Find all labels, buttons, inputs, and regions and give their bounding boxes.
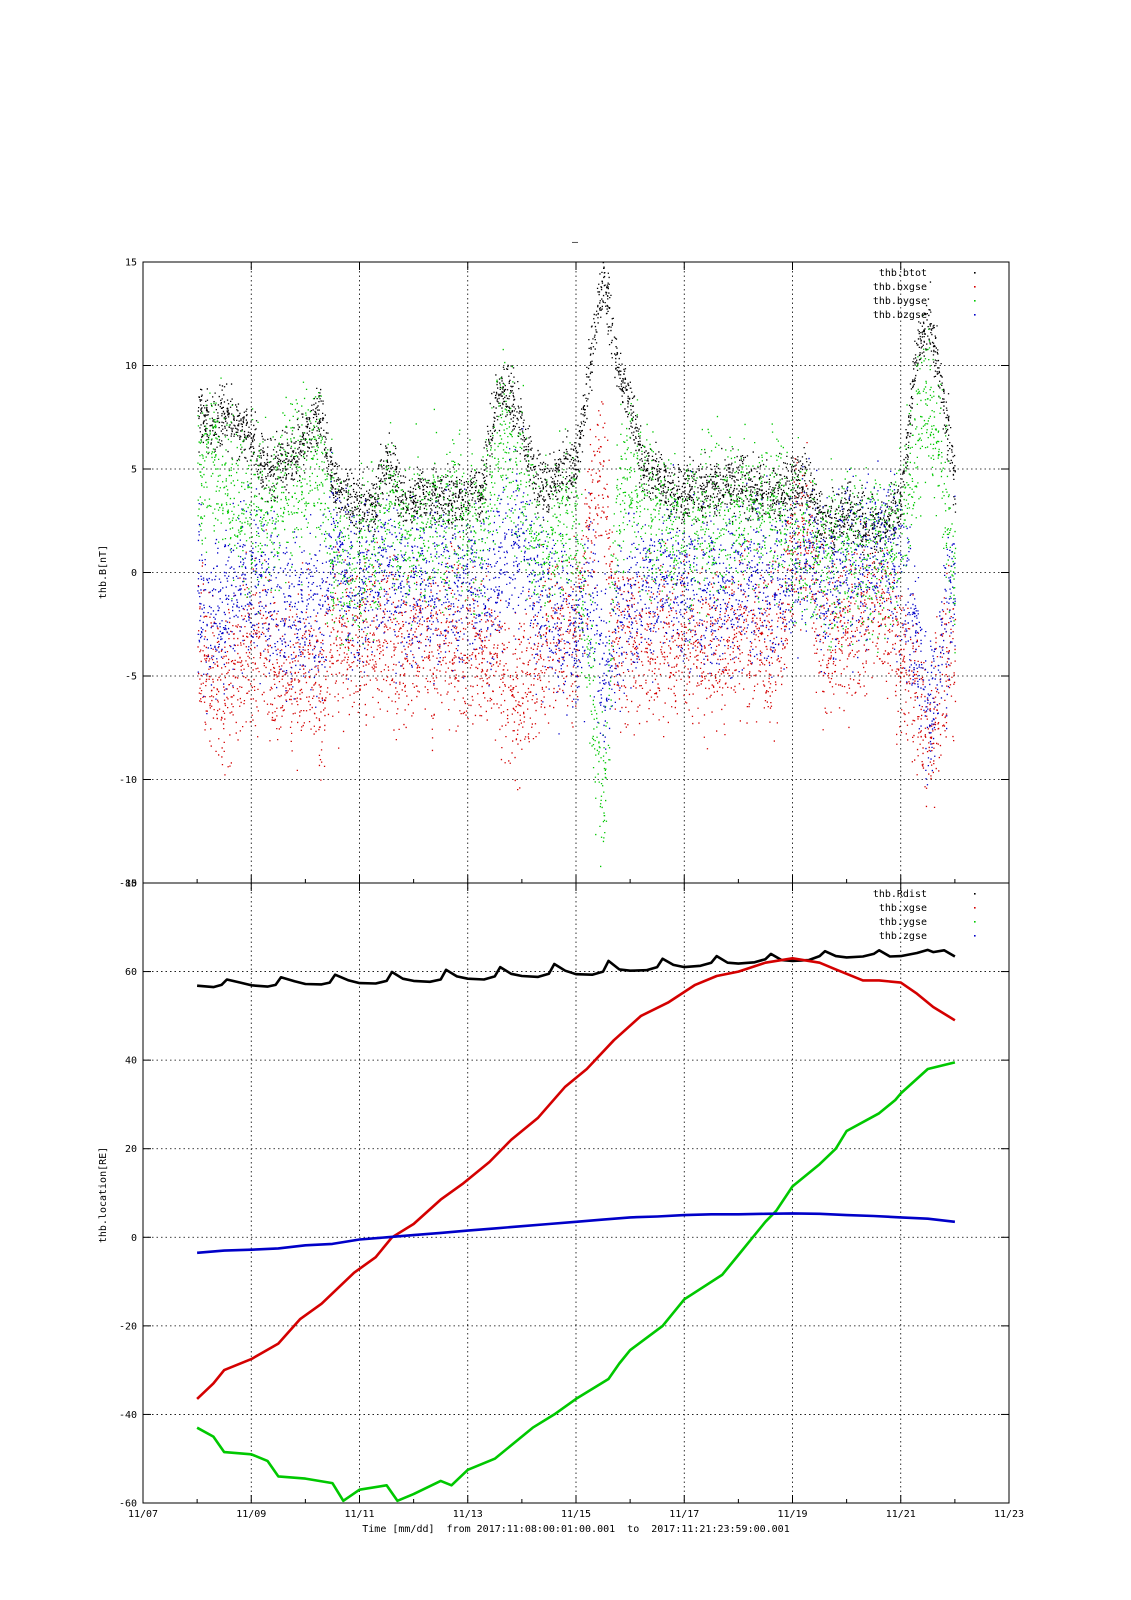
location-ytick-label: 20 [125, 1144, 137, 1155]
figure-title: – [572, 237, 579, 248]
xtick-label: 11/11 [344, 1509, 374, 1520]
legend-thb-Rdist-marker [974, 893, 976, 895]
location-ytick-label: -40 [119, 1410, 137, 1421]
xtick-label: 11/17 [669, 1509, 699, 1520]
legend-thb-xgse-label: thb.xgse [879, 903, 927, 914]
location-ytick-label: 0 [131, 1233, 137, 1244]
xtick-label: 11/09 [236, 1509, 266, 1520]
bfield-ytick-label: 15 [125, 258, 137, 269]
bfield-ytick-label: 5 [131, 465, 137, 476]
legend-thb-xgse-marker [974, 907, 976, 909]
location-ytick-label: -20 [119, 1321, 137, 1332]
series-thb-Rdist [196, 948, 956, 989]
legend-thb-bygse-label: thb.bygse [873, 296, 927, 307]
legend-thb-btot-label: thb.btot [879, 268, 927, 279]
series-thb-xgse [196, 956, 956, 1400]
legend-thb-bxgse-label: thb.bxgse [873, 282, 927, 293]
legend-thb-bzgse-marker [974, 314, 976, 316]
location-ytick-label: 60 [125, 967, 137, 978]
xtick-label: 11/07 [128, 1509, 158, 1520]
panel-magnetic-field-data [197, 262, 957, 868]
location-ytick-label: 80 [125, 879, 137, 890]
series-thb-bzgse [197, 428, 956, 786]
panel-location-legend: thb.Rdist thb.xgse thb.ygse thb.zgse [873, 889, 976, 942]
series-thb-bygse [197, 314, 957, 868]
xtick-label: 11/15 [561, 1509, 591, 1520]
x-axis: 11/07 11/09 11/11 11/13 11/15 11/17 11/19 11/21… [128, 1509, 1024, 1520]
xtick-label: 11/23 [994, 1509, 1024, 1520]
panel-magnetic-field: 15 10 5 0 -5 -10 -15 thb.B[nT] thb.btot thb.bxg… [98, 258, 1010, 890]
legend-thb-zgse-marker [974, 935, 976, 937]
legend-thb-bygse-marker [974, 300, 976, 302]
bfield-ytick-label: 10 [125, 361, 137, 372]
series-thb-zgse [196, 1212, 956, 1255]
series-thb-btot-points [197, 262, 957, 567]
legend-thb-zgse-label: thb.zgse [879, 931, 927, 942]
bfield-ytick-label: -15 [119, 879, 137, 890]
bfield-ytick-label: -10 [119, 775, 137, 786]
xtick-label: 11/13 [453, 1509, 483, 1520]
series-thb-btot [197, 262, 957, 567]
legend-thb-bzgse-label: thb.bzgse [873, 310, 927, 321]
legend-thb-ygse-marker [974, 921, 976, 923]
panel-magnetic-field-ylabel: thb.B[nT] [98, 545, 109, 599]
series-thb-ygse [196, 1061, 956, 1503]
xtick-label: 11/19 [777, 1509, 807, 1520]
panel-magnetic-field-legend: thb.btot thb.bxgse thb.bygse thb.bzgse [873, 268, 976, 321]
x-axis-label: Time [mm/dd] from 2017:11:08:00:01:00.00… [362, 1524, 789, 1535]
panel-location-ylabel: thb.location[RE] [98, 1147, 109, 1243]
series-thb-bygse-points [197, 314, 957, 868]
series-thb-bzgse-points [197, 428, 956, 786]
panel-location-data [196, 948, 956, 1503]
location-ytick-label: -60 [119, 1499, 137, 1510]
legend-thb-Rdist-label: thb.Rdist [873, 889, 927, 900]
bfield-ytick-label: -5 [125, 672, 137, 683]
legend-thb-btot-marker [974, 272, 976, 274]
legend-thb-ygse-label: thb.ygse [879, 917, 927, 928]
bfield-ytick-label: 0 [131, 568, 137, 579]
legend-thb-bxgse-marker [974, 286, 976, 288]
xtick-label: 11/21 [886, 1509, 916, 1520]
location-ytick-label: 40 [125, 1056, 137, 1067]
